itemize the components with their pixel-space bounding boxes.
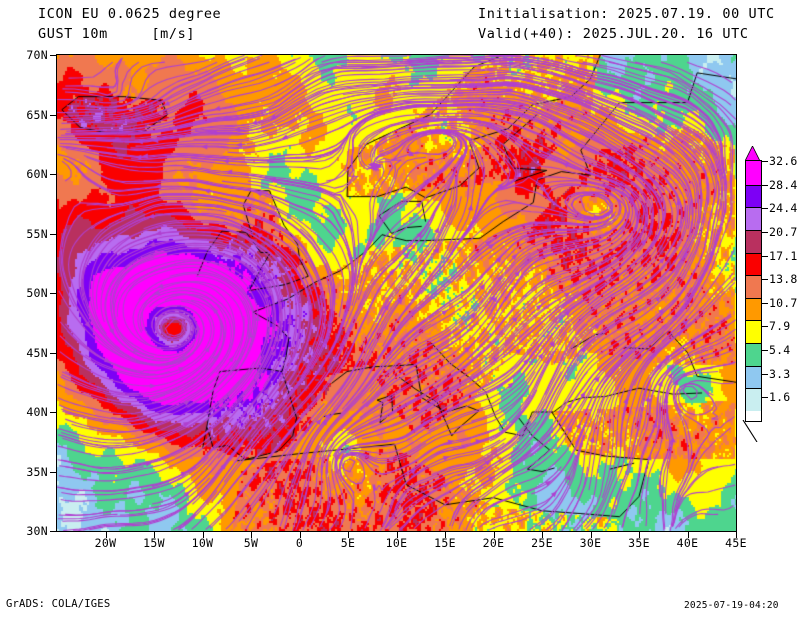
latitude-tick <box>50 114 56 116</box>
variable-title: GUST 10m [m/s] <box>38 26 196 42</box>
longitude-tick <box>542 532 543 538</box>
longitude-tick-label: 5W <box>243 536 259 550</box>
colorbar-band <box>746 184 761 208</box>
longitude-tick-label: 45E <box>725 536 747 550</box>
colorbar-tick-label: 7.9 <box>769 319 791 334</box>
longitude-tick-label: 30E <box>579 536 602 550</box>
longitude-tick <box>736 532 737 538</box>
colorbar-tick <box>761 326 768 328</box>
colorbar-top-arrow-icon <box>745 146 760 161</box>
render-timestamp: 2025-07-19-04:20 <box>684 600 779 611</box>
colorbar-tick-label: 5.4 <box>769 343 791 358</box>
colorbar-tick-label: 20.7 <box>769 224 798 239</box>
latitude-tick <box>50 233 56 235</box>
longitude-tick <box>251 532 252 538</box>
longitude-tick-label: 0 <box>295 536 304 550</box>
longitude-tick <box>590 532 592 538</box>
latitude-tick <box>50 352 56 354</box>
colorbar-tick-label: 10.7 <box>769 295 798 310</box>
colorbar-tick <box>761 350 768 352</box>
longitude-tick-label: 10E <box>385 536 408 550</box>
colorbar-band <box>746 297 761 321</box>
colorbar-band <box>746 207 761 230</box>
colorbar-tick <box>761 302 768 304</box>
longitude-tick-label: 40E <box>676 536 699 550</box>
colorbar-band <box>746 343 761 366</box>
colorbar-tail-line <box>742 420 758 442</box>
map-plot-area[interactable] <box>56 54 737 532</box>
longitude-tick <box>348 532 349 538</box>
longitude-tick-label: 10W <box>191 536 214 550</box>
colorbar-tick-label: 13.8 <box>769 272 798 287</box>
longitude-tick-label: 5E <box>340 536 356 550</box>
colorbar-band <box>746 252 761 276</box>
colorbar-tick-label: 17.1 <box>769 248 798 263</box>
colorbar-tick <box>761 373 768 375</box>
gust-heatmap-canvas <box>57 55 736 531</box>
longitude-tick <box>154 532 155 538</box>
colorbar-band <box>746 161 761 185</box>
longitude-tick-label: 20E <box>482 536 505 550</box>
colorbar-tick <box>761 184 768 186</box>
latitude-tick-label: 55N <box>26 226 48 241</box>
latitude-tick <box>50 471 56 473</box>
colorbar-tick <box>761 231 768 233</box>
colorbar-band <box>746 388 761 411</box>
longitude-tick <box>105 532 107 538</box>
latitude-tick-label: 45N <box>26 345 48 360</box>
colorbar-band <box>746 365 761 389</box>
longitude-tick <box>639 532 640 538</box>
longitude-tick-label: 25E <box>531 536 553 550</box>
colorbar-band <box>746 275 761 298</box>
colorbar <box>745 160 762 422</box>
colorbar-tick-label: 28.4 <box>769 177 798 192</box>
latitude-tick-label: 70N <box>26 48 48 62</box>
latitude-tick-label: 50N <box>26 286 48 300</box>
colorbar-tick-label: 24.4 <box>769 201 798 216</box>
colorbar-tick <box>761 255 768 257</box>
grads-credit: GrADS: COLA/IGES <box>6 598 111 610</box>
longitude-tick-label: 20W <box>94 536 117 550</box>
longitude-tick <box>687 532 689 538</box>
longitude-tick <box>445 532 446 538</box>
longitude-tick <box>493 532 495 538</box>
longitude-tick <box>396 532 398 538</box>
longitude-tick-label: 15W <box>143 536 165 550</box>
colorbar-tick <box>761 161 768 162</box>
latitude-tick-label: 65N <box>26 107 48 122</box>
valid-time: Valid(+40): 2025.JUL.20. 16 UTC <box>478 26 749 42</box>
initialisation-time: Initialisation: 2025.07.19. 00 UTC <box>478 6 775 22</box>
colorbar-tick <box>761 208 768 210</box>
latitude-tick-label: 35N <box>26 464 48 479</box>
colorbar-tick-label: 3.3 <box>769 366 791 381</box>
latitude-tick <box>50 531 56 532</box>
latitude-tick <box>50 55 56 56</box>
latitude-tick <box>50 174 56 175</box>
latitude-tick-label: 40N <box>26 405 48 419</box>
longitude-tick-label: 35E <box>628 536 650 550</box>
longitude-tick <box>202 532 204 538</box>
latitude-tick-label: 60N <box>26 167 48 181</box>
colorbar-tick <box>761 397 768 399</box>
longitude-tick-label: 15E <box>434 536 456 550</box>
colorbar-tick-label: 32.6 <box>769 154 798 168</box>
colorbar-tick-label: 1.6 <box>769 390 791 405</box>
header: ICON EU 0.0625 degree GUST 10m [m/s] Ini… <box>0 0 800 54</box>
longitude-tick <box>299 532 301 538</box>
model-title: ICON EU 0.0625 degree <box>38 6 222 22</box>
latitude-tick-label: 30N <box>26 524 48 538</box>
latitude-tick <box>50 412 56 413</box>
latitude-tick <box>50 293 56 294</box>
colorbar-band <box>746 320 761 343</box>
colorbar-band <box>746 229 761 253</box>
colorbar-tick <box>761 279 768 281</box>
